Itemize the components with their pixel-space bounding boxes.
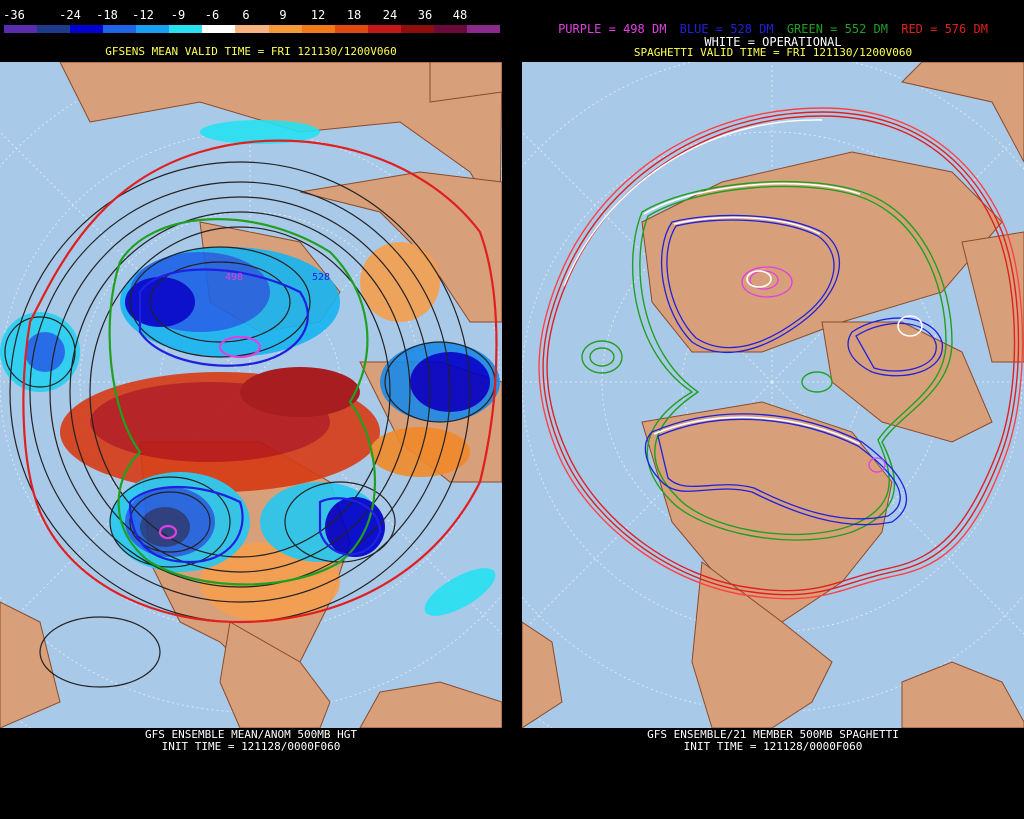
left-valid-time-title: GFSENS MEAN VALID TIME = FRI 121130/1200… (105, 45, 397, 58)
legend-white: WHITE = OPERATIONAL (704, 35, 842, 49)
contour-label-498: 498 (225, 272, 243, 283)
contour-label-528: 528 (312, 272, 330, 283)
left-footer-title: GFS ENSEMBLE MEAN/ANOM 500MB HGT (145, 728, 357, 741)
scale-label: -12 (132, 8, 154, 22)
right-footer-init: INIT TIME = 121128/0000F060 (683, 740, 863, 753)
ensemble-mean-map-graphic: 498 528 (0, 62, 502, 728)
scale-label: 18 (346, 8, 362, 22)
scale-label: 9 (279, 8, 287, 22)
scale-label: -9 (170, 8, 186, 22)
scale-swatch (235, 25, 269, 33)
scale-swatch (37, 25, 71, 33)
scale-swatch (4, 25, 38, 33)
scale-label: 12 (310, 8, 326, 22)
scale-swatch (202, 25, 236, 33)
panel-divider (502, 0, 522, 819)
scale-swatch (103, 25, 137, 33)
legend-blue: BLUE = 528 DM (679, 22, 774, 36)
ensemble-mean-map: 498 528 (0, 62, 502, 728)
scale-swatch (466, 25, 500, 33)
right-valid-time-title: SPAGHETTI VALID TIME = FRI 121130/1200V0… (633, 46, 913, 59)
scale-label: -6 (204, 8, 220, 22)
spaghetti-legend: PURPLE = 498 DM BLUE = 528 DM GREEN = 55… (522, 22, 1024, 36)
legend-purple: PURPLE = 498 DM (558, 22, 667, 36)
scale-label: -36 (3, 8, 25, 22)
scale-swatch (268, 25, 302, 33)
scale-label: 48 (452, 8, 468, 22)
ensemble-mean-panel: -36 -24 -18 -12 -9 -6 6 9 12 18 24 36 48… (0, 0, 502, 819)
scale-label: -24 (59, 8, 81, 22)
legend-red: RED = 576 DM (901, 22, 988, 36)
scale-label: 24 (382, 8, 398, 22)
scale-swatch (334, 25, 368, 33)
scale-swatch (301, 25, 335, 33)
scale-swatch (367, 25, 401, 33)
scale-swatch (136, 25, 170, 33)
scale-label: 6 (242, 8, 250, 22)
scale-swatch (169, 25, 203, 33)
anomaly-color-scale (4, 25, 500, 33)
scale-swatch (433, 25, 467, 33)
scale-swatch (400, 25, 434, 33)
left-footer-init: INIT TIME = 121128/0000F060 (161, 740, 341, 753)
scale-label: 36 (417, 8, 433, 22)
scale-label: -18 (96, 8, 118, 22)
legend-green: GREEN = 552 DM (786, 22, 888, 36)
anomaly-scale-labels: -36 -24 -18 -12 -9 -6 6 9 12 18 24 36 48 (0, 8, 502, 22)
scale-swatch (70, 25, 104, 33)
spaghetti-panel: PURPLE = 498 DM BLUE = 528 DM GREEN = 55… (522, 0, 1024, 819)
spaghetti-map-graphic (522, 62, 1024, 728)
spaghetti-map (522, 62, 1024, 728)
right-footer-title: GFS ENSEMBLE/21 MEMBER 500MB SPAGHETTI (647, 728, 899, 741)
